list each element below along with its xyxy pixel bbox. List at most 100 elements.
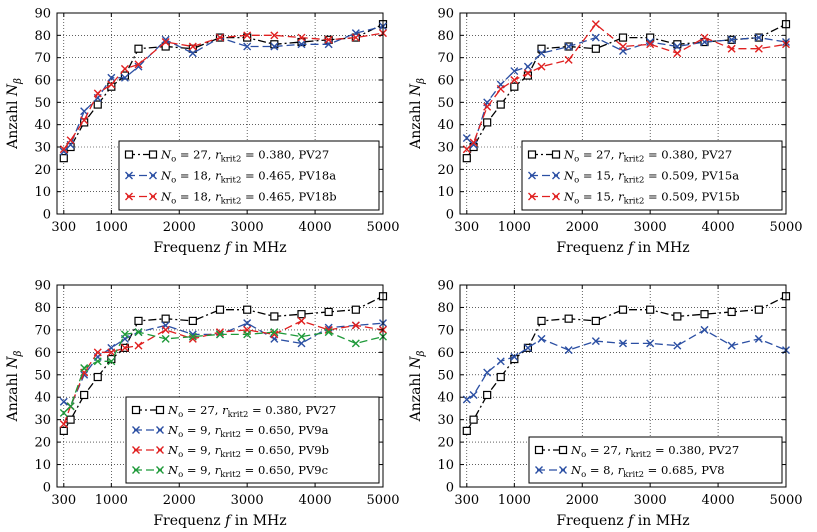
data-point <box>483 390 492 400</box>
x-axis-label-text: Frequenz <box>556 240 628 256</box>
plot-frame <box>56 284 384 488</box>
y-tick-label: 50 <box>437 96 454 111</box>
data-point <box>297 40 306 49</box>
legend-marker <box>559 466 567 474</box>
data-point <box>93 372 102 382</box>
data-point <box>469 415 478 424</box>
legend-marker <box>132 446 140 454</box>
series-line <box>63 32 384 150</box>
data-point <box>120 73 129 82</box>
data-point <box>120 64 129 73</box>
data-point <box>646 305 655 314</box>
data-point <box>134 60 143 69</box>
legend-marker <box>528 192 536 201</box>
data-point <box>754 44 763 53</box>
y-tick-label: 20 <box>34 436 51 451</box>
x-tick-label: 1000 <box>498 493 531 508</box>
legend-item-PV9c: No = 9, rkrit2 = 0.650, PV9c <box>132 463 328 480</box>
chart-panel-1: 300 1000 2000 3000 4000 5000 0 10 20 30 40 50 60 70 80… <box>5 7 400 257</box>
y-tick-label: 80 <box>34 301 51 316</box>
y-tick-label: 20 <box>34 163 51 178</box>
legend-marker <box>149 171 157 180</box>
x-tick-label: 300 <box>51 220 76 235</box>
y-axis-label: Anzahl Nβ <box>5 78 24 150</box>
data-point <box>523 62 532 71</box>
data-point <box>297 33 306 42</box>
x-tick-label: 3000 <box>231 493 264 508</box>
chart-panel-4: 300 1000 2000 3000 4000 5000 0 10 20 30 40 50 60 70 80… <box>408 279 803 530</box>
y-axis-label-sub: β <box>13 78 24 85</box>
data-point <box>59 147 68 156</box>
data-point <box>754 305 763 314</box>
data-point <box>523 343 532 352</box>
data-point <box>120 343 129 352</box>
y-tick-label: 10 <box>437 185 454 200</box>
x-axis-label: Frequenz f in MHz <box>153 513 286 529</box>
x-axis-label-text: Frequenz <box>153 240 225 256</box>
legend-item-PV18b: No = 18, rkrit2 = 0.465, PV18b <box>125 190 337 207</box>
data-point <box>93 100 102 109</box>
x-axis-label-unit: in MHz <box>633 513 689 529</box>
x-tick-label: 2000 <box>566 493 599 508</box>
data-point <box>107 348 116 357</box>
y-tick-label: 40 <box>437 391 454 406</box>
y-tick-label: 0 <box>43 481 51 496</box>
data-point <box>243 33 252 42</box>
y-tick-label: 50 <box>34 96 51 111</box>
data-point <box>727 44 736 53</box>
axes: 300 1000 2000 3000 4000 5000 0 10 20 30 40 50 60 70 80… <box>437 279 802 509</box>
legend-box <box>125 396 380 484</box>
data-point <box>564 42 573 51</box>
x-axis-label-var: f <box>627 513 636 529</box>
data-point <box>107 354 116 364</box>
legend-label: No = 15, rkrit2 = 0.509, PV15a <box>563 169 739 186</box>
legend-marker <box>534 445 544 455</box>
y-tick-label: 0 <box>446 481 454 496</box>
x-tick-label: 1000 <box>498 220 531 235</box>
x-tick-label: 4000 <box>299 493 332 508</box>
data-point <box>483 118 492 127</box>
data-point <box>66 136 75 145</box>
legend-marker <box>552 171 560 180</box>
data-point <box>120 330 129 339</box>
legend-marker <box>156 466 164 474</box>
data-point <box>243 319 252 328</box>
x-tick-label: 2000 <box>163 220 196 235</box>
data-point <box>510 67 519 76</box>
y-tick-label: 40 <box>437 118 454 133</box>
data-point <box>591 33 600 42</box>
data-point <box>646 40 655 49</box>
data-point <box>591 44 600 53</box>
data-point <box>462 426 471 435</box>
data-point <box>754 33 763 42</box>
x-axis-label: Frequenz f in MHz <box>556 240 689 256</box>
data-point <box>700 310 709 319</box>
data-point <box>537 316 546 326</box>
data-point <box>462 134 471 143</box>
data-point <box>619 42 627 51</box>
x-tick-label: 4000 <box>702 220 735 235</box>
x-axis-label-unit: in MHz <box>230 240 286 256</box>
legend-label: No = 9, rkrit2 = 0.650, PV9b <box>167 443 329 460</box>
y-tick-label: 60 <box>34 74 51 89</box>
series-PV18b <box>59 29 387 154</box>
data-point <box>462 395 471 404</box>
x-tick-label: 1000 <box>95 220 128 235</box>
data-point <box>673 40 682 49</box>
plot-frame <box>459 12 787 215</box>
data-point <box>510 82 519 91</box>
y-tick-label: 80 <box>437 29 454 44</box>
y-axis-label-text: Anzahl <box>5 369 21 423</box>
series-line <box>466 329 787 401</box>
legend-box <box>521 140 783 211</box>
data-point <box>161 314 170 323</box>
x-tick-label: 4000 <box>299 220 332 235</box>
y-tick-label: 70 <box>437 323 454 338</box>
y-axis-label-var: N <box>5 83 21 97</box>
data-point <box>351 33 360 42</box>
legend-box <box>118 140 380 211</box>
legend-item-PV27: No = 27, rkrit2 = 0.380, PV27 <box>534 443 739 460</box>
legend-marker <box>156 446 164 454</box>
x-tick-label: 2000 <box>566 220 599 235</box>
series-PV15b <box>462 20 790 154</box>
